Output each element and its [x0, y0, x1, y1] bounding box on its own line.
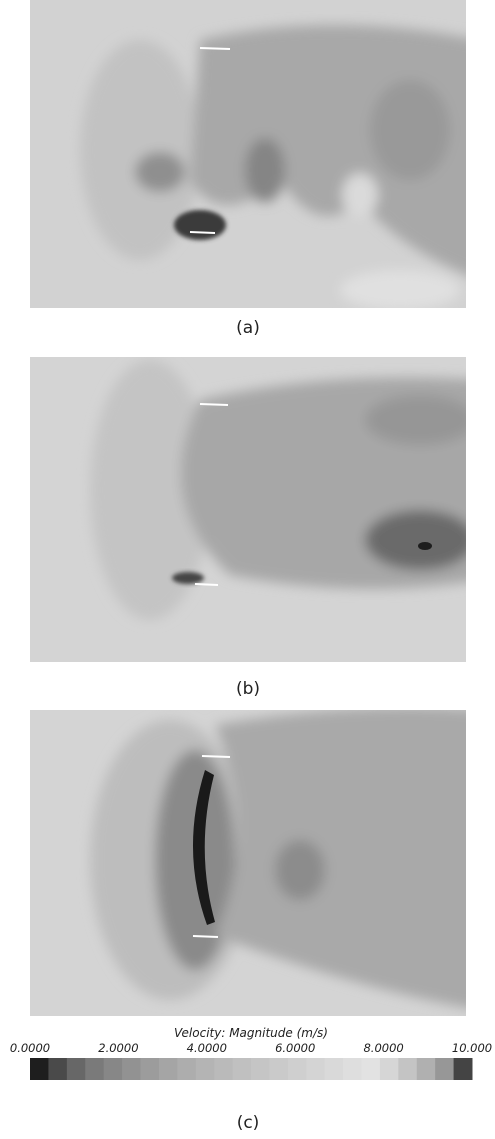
colorbar-tick-label: 4.0000 — [187, 1041, 227, 1055]
vortex — [418, 542, 432, 550]
colorbar-segment — [454, 1058, 473, 1080]
colorbar-segment — [398, 1058, 417, 1080]
caption: (a) — [236, 318, 260, 338]
panel-c — [30, 707, 480, 1016]
flow-field — [90, 360, 480, 620]
colorbar-segment — [343, 1058, 362, 1080]
colorbar-segment — [48, 1058, 67, 1080]
vortex — [174, 210, 226, 240]
figure: (a) (b) Velocity: Magnitude (m/s) 0.0000… — [0, 0, 495, 1135]
colorbar-segment — [122, 1058, 141, 1080]
colorbar-segment — [251, 1058, 270, 1080]
colorbar-tick-label: 10.000 — [452, 1041, 492, 1055]
colorbar-segment — [159, 1058, 178, 1080]
colorbar-segment — [306, 1058, 325, 1080]
colorbar-tick-label: 2.0000 — [98, 1041, 138, 1055]
blade — [202, 756, 230, 757]
page: {"panels": [{"caption": "(a)"}, {"captio… — [0, 0, 495, 1135]
blade — [193, 936, 218, 937]
colorbar-segment — [417, 1058, 436, 1080]
vortex — [172, 572, 204, 584]
blade — [200, 48, 230, 49]
colorbar-segment — [67, 1058, 86, 1080]
colorbar-segment — [214, 1058, 233, 1080]
colorbar-segment — [380, 1058, 399, 1080]
colorbar-segment — [325, 1058, 344, 1080]
colorbar: 0.0000 2.0000 4.0000 6.0000 8.0000 10.000 — [10, 1041, 492, 1080]
colorbar-segment — [30, 1058, 49, 1080]
colorbar-segment — [177, 1058, 196, 1080]
caption: (b) — [236, 679, 260, 699]
panel-a — [30, 0, 480, 310]
colorbar-tick-label: 8.0000 — [363, 1041, 403, 1055]
colorbar-segment — [288, 1058, 307, 1080]
colorbar-segment — [435, 1058, 454, 1080]
caption: (c) — [237, 1113, 260, 1133]
panel-b — [30, 357, 480, 662]
colorbar-segment — [233, 1058, 252, 1080]
colorbar-tick-label: 0.0000 — [10, 1041, 50, 1055]
blade — [200, 404, 228, 405]
colorbar-title: Velocity: Magnitude (m/s) — [174, 1026, 328, 1040]
blade — [190, 232, 215, 233]
colorbar-segment — [362, 1058, 381, 1080]
colorbar-tick-label: 6.0000 — [275, 1041, 315, 1055]
colorbar-segment — [141, 1058, 160, 1080]
blade — [195, 584, 218, 585]
colorbar-segment — [269, 1058, 288, 1080]
colorbar-segment — [104, 1058, 123, 1080]
colorbar-segment — [196, 1058, 215, 1080]
colorbar-segment — [85, 1058, 104, 1080]
